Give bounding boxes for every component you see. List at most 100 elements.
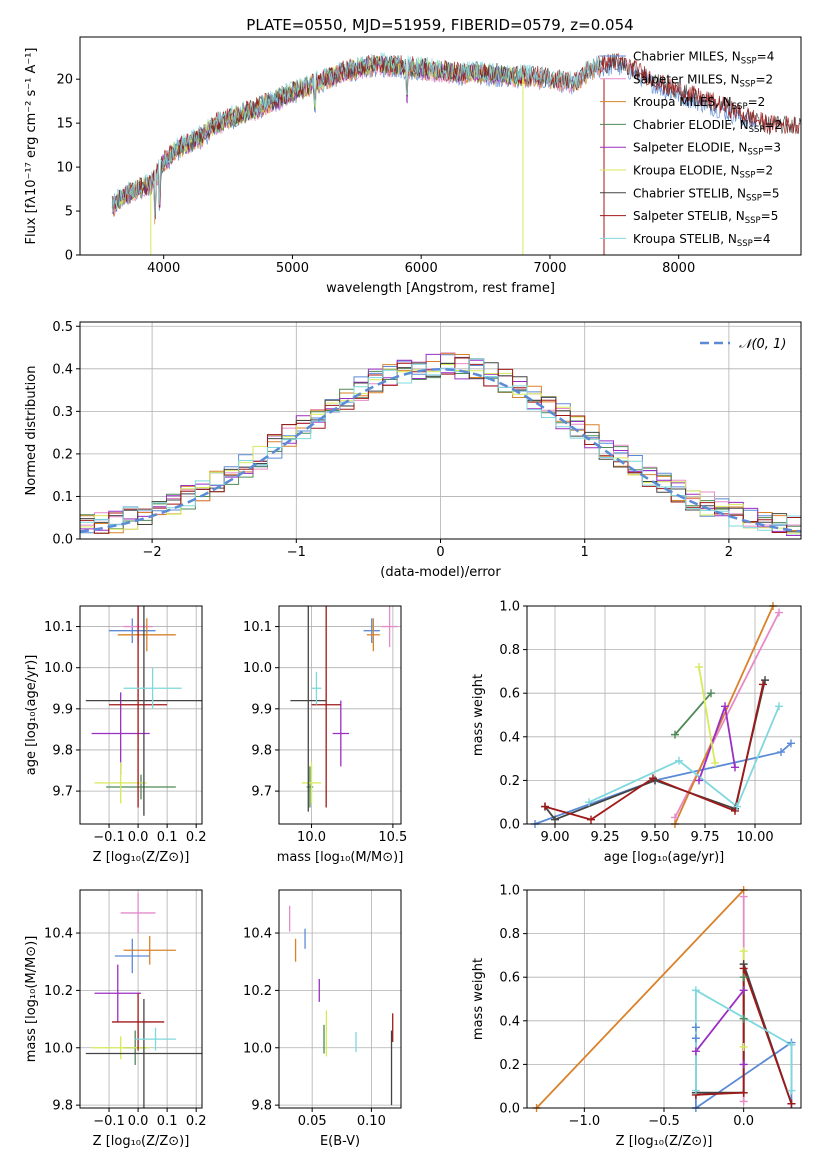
x-tick-label: −1.0 xyxy=(569,1114,601,1129)
weight-point-marker xyxy=(739,1060,748,1069)
weight-point-marker xyxy=(777,748,785,757)
y-tick-label: 5 xyxy=(65,205,73,220)
x-axis-label: mass [log₁₀(M/M⊙)] xyxy=(277,850,404,865)
x-tick-label: 0 xyxy=(436,545,444,560)
legend-label: Chabrier MILES, NSSP=4 xyxy=(633,50,774,67)
y-tick-label: 9.7 xyxy=(52,785,73,800)
x-axis-label: Z [log₁₀(Z/Z⊙)] xyxy=(93,1134,190,1149)
y-tick-label: 9.9 xyxy=(251,702,272,717)
weight-point-marker xyxy=(731,806,739,815)
y-tick-label: 10 xyxy=(56,161,73,176)
legend-label: Kroupa ELODIE, NSSP=2 xyxy=(633,164,773,181)
weight-point-marker xyxy=(787,1086,796,1095)
y-tick-label: 10.2 xyxy=(243,984,272,999)
x-tick-label: 8000 xyxy=(662,261,695,276)
y-axis-label: Flux [fλ10⁻¹⁷ erg cm⁻² s⁻¹ A⁻¹] xyxy=(24,48,39,245)
chart-residuals: −2 −1 0 1 2 0.0 0.1 0.2 0.3 0.4 0.5 (data-model)/er… xyxy=(24,320,802,580)
weight-point-marker xyxy=(739,1097,748,1106)
weight-point-marker xyxy=(587,815,595,824)
axes-frame xyxy=(278,605,402,825)
legend: 𝒩(0, 1) xyxy=(700,337,786,352)
y-tick-label: 0.0 xyxy=(499,1102,520,1117)
legend-label: Salpeter ELODIE, NSSP=3 xyxy=(633,141,781,158)
weight-point-marker xyxy=(691,1086,700,1095)
y-tick-label: 0.4 xyxy=(499,1014,520,1029)
x-tick-label: 0.1 xyxy=(157,830,178,845)
weight-point-marker xyxy=(551,815,559,824)
plot-area xyxy=(290,606,398,812)
y-tick-label: 10.2 xyxy=(44,984,73,999)
x-tick-label: 0.05 xyxy=(298,1114,327,1129)
weight-point-marker xyxy=(739,947,748,956)
x-tick-label: 2 xyxy=(725,545,733,560)
x-axis-label: wavelength [Angstrom, rest frame] xyxy=(326,281,555,296)
y-tick-label: 0.6 xyxy=(499,971,520,986)
y-axis-label: age [log₁₀(age/yr)] xyxy=(24,655,39,776)
chart-weight_vs_age: 9.00 9.25 9.50 9.75 10.00 0.0 0.2 0.4 0.6 0.8 1.0 a… xyxy=(471,600,802,865)
y-tick-label: 0.4 xyxy=(52,362,73,377)
x-tick-label: −2 xyxy=(143,545,162,560)
spectrum-series-line xyxy=(111,52,602,220)
x-tick-label: −0.5 xyxy=(648,1114,680,1129)
plot-area xyxy=(111,52,801,255)
x-tick-label: 10.0 xyxy=(297,830,326,845)
chart-age_vs_mass: 10.0 10.5 9.7 9.8 9.9 10.0 10.1 mass [log₁₀(M/M… xyxy=(243,605,407,865)
weight-point-marker xyxy=(541,802,549,811)
y-tick-label: 9.8 xyxy=(52,1099,73,1114)
weight-series-line xyxy=(695,987,745,1065)
chart-spectrum: 4000 5000 6000 7000 8000 0 5 10 15 20 wavelength [… xyxy=(24,36,802,296)
legend: Chabrier MILES, NSSP=4 Salpeter MILES, NS… xyxy=(600,50,782,249)
x-tick-label: −1 xyxy=(287,545,306,560)
x-axis-label: age [log₁₀(age/yr)] xyxy=(604,850,725,865)
y-tick-label: 0.2 xyxy=(499,1058,520,1073)
x-axis-label: Z [log₁₀(Z/Z⊙)] xyxy=(93,850,190,865)
weight-point-marker xyxy=(585,798,593,807)
x-tick-label: 9.00 xyxy=(541,830,570,845)
x-tick-label: −0.1 xyxy=(93,1114,125,1129)
x-tick-label: 0.0 xyxy=(128,1114,149,1129)
weight-point-marker xyxy=(739,973,748,982)
x-tick-label: 0.10 xyxy=(357,1114,386,1129)
x-axis-label: E(B-V) xyxy=(320,1134,360,1149)
axes-frame xyxy=(278,889,402,1109)
y-tick-label: 0 xyxy=(65,249,73,264)
y-tick-label: 0.8 xyxy=(499,927,520,942)
chart-age_vs_Z: −0.1 0.0 0.1 0.2 9.7 9.8 9.9 10.0 10.1 Z [log₁₀(Z… xyxy=(24,605,207,865)
weight-point-marker xyxy=(761,676,769,685)
weight-point-marker xyxy=(759,680,767,689)
legend-label: Salpeter MILES, NSSP=2 xyxy=(633,72,773,89)
legend-label: 𝒩(0, 1) xyxy=(739,337,786,352)
x-tick-label: 0.1 xyxy=(157,1114,178,1129)
y-tick-label: 1.0 xyxy=(499,884,520,899)
y-tick-label: 10.0 xyxy=(44,1041,73,1056)
y-axis-label: mass weight xyxy=(471,674,486,756)
legend-label: Chabrier ELODIE, NSSP=2 xyxy=(633,118,782,135)
weight-point-marker xyxy=(739,964,748,973)
weight-point-marker xyxy=(787,739,795,748)
x-tick-label: 9.50 xyxy=(641,830,670,845)
weight-series-line xyxy=(674,692,712,736)
weight-series-line xyxy=(698,666,716,764)
x-tick-label: 9.75 xyxy=(691,830,720,845)
y-tick-label: 9.8 xyxy=(251,743,272,758)
y-tick-label: 9.9 xyxy=(52,702,73,717)
legend-label: Kroupa MILES, NSSP=2 xyxy=(633,95,765,112)
y-axis-label: mass weight xyxy=(471,958,486,1040)
y-tick-label: 0.8 xyxy=(499,643,520,658)
y-tick-label: 10.1 xyxy=(44,620,73,635)
legend-label: Salpeter STELIB, NSSP=5 xyxy=(633,209,778,226)
y-tick-label: 0.0 xyxy=(52,533,73,548)
weight-point-marker xyxy=(739,1014,748,1023)
weight-series-line xyxy=(588,705,780,809)
weight-point-marker xyxy=(691,1047,700,1056)
weight-point-marker xyxy=(775,608,783,617)
weight-point-marker xyxy=(691,986,700,995)
weight-series-line xyxy=(534,742,792,824)
y-tick-label: 0.2 xyxy=(499,774,520,789)
weight-point-marker xyxy=(739,1088,748,1097)
figure-title: PLATE=0550, MJD=51959, FIBERID=0579, z=0… xyxy=(246,16,633,34)
weight-point-marker xyxy=(707,689,715,698)
spectrum-series-line xyxy=(111,52,801,220)
y-tick-label: 10.4 xyxy=(44,927,73,942)
